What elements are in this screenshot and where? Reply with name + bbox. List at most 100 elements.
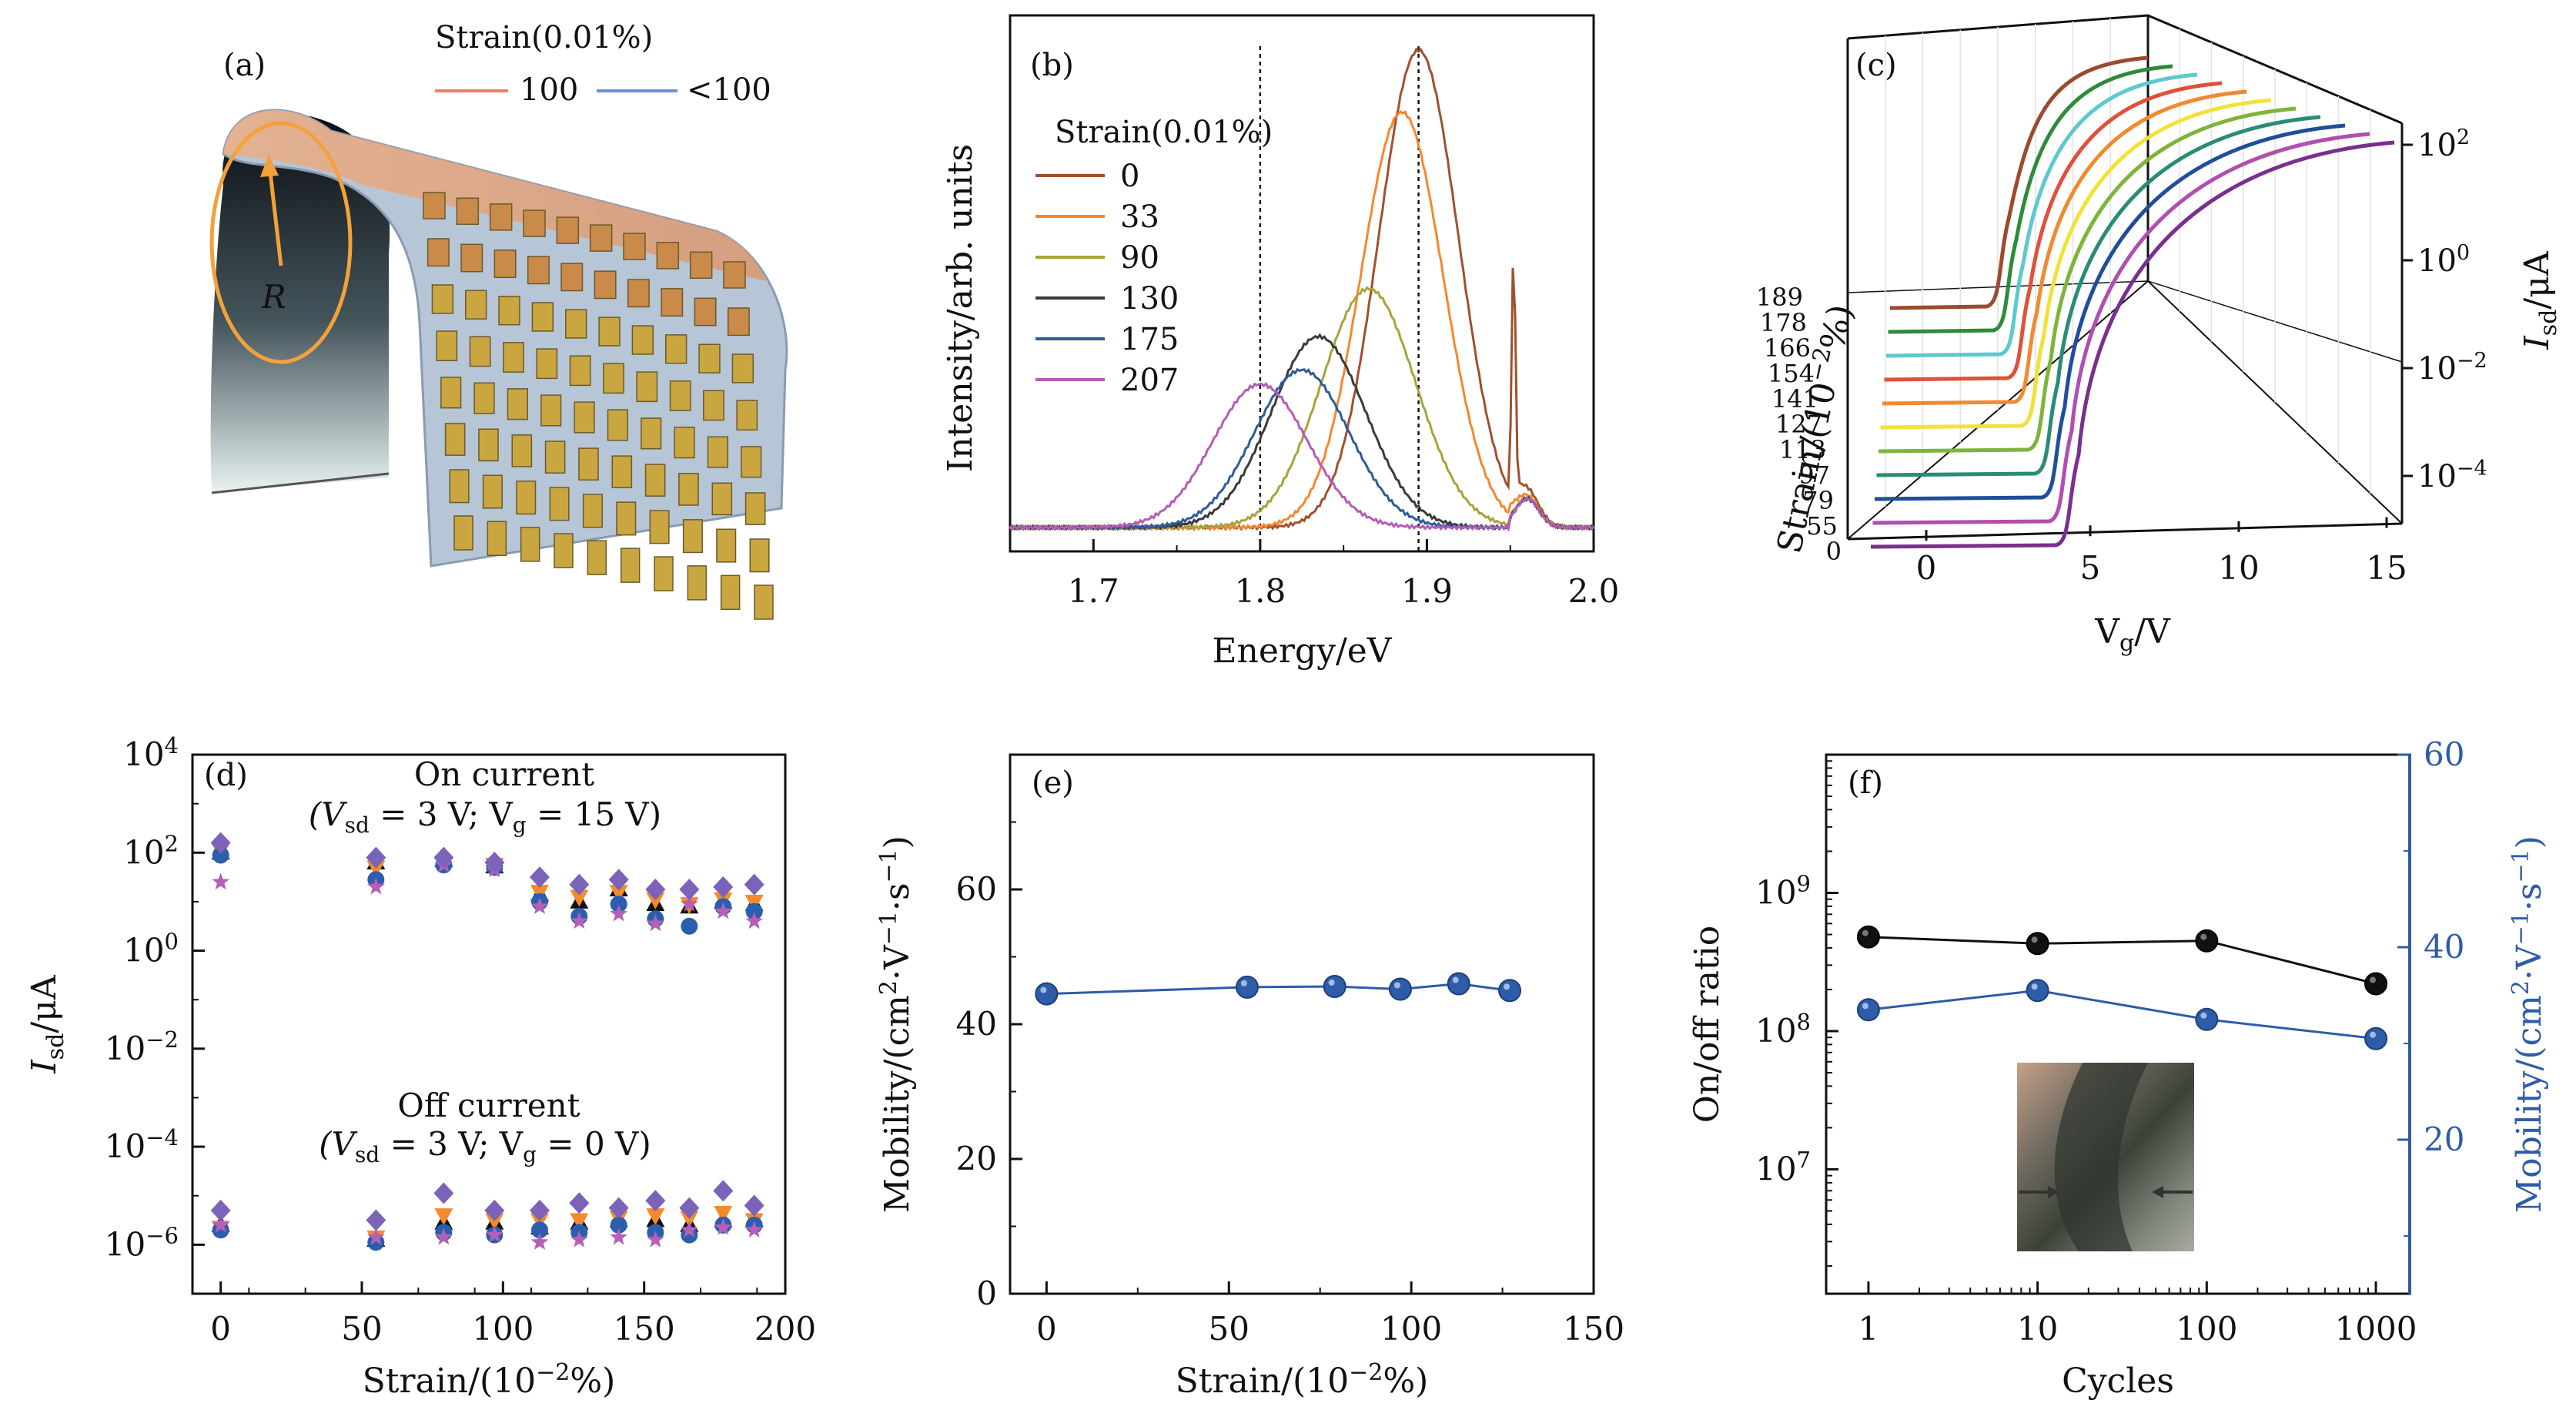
panel-d-y-tick-label: 10−2 — [105, 1027, 179, 1067]
panel-d: (d) On current (Vsd = 3 V; Vg = 15 V) Of… — [25, 732, 816, 1401]
transistor-pad — [578, 447, 599, 481]
transistor-pad — [560, 263, 584, 292]
data-point-off-magenta — [680, 1221, 698, 1238]
transistor-pad — [744, 492, 766, 525]
transfer-curve-113 — [1878, 106, 2297, 454]
transistor-pad — [565, 309, 587, 339]
panel-b-y-axis-label: Intensity/arb. units — [941, 144, 980, 472]
data-point-on-purple — [433, 846, 454, 869]
transistor-pad — [687, 565, 708, 601]
panel-c-z-axis-label: Isd/μA — [2517, 250, 2562, 350]
transistor-pad — [598, 316, 621, 347]
bending-radius-label: R — [261, 278, 286, 316]
transistor-array — [423, 192, 774, 620]
panel-f-right-y-tick-label: 20 — [2424, 1120, 2464, 1158]
panel-f-right-y-axis-label: Mobility/(cm2·V−1·s−1) — [2507, 836, 2549, 1213]
panel-b-legend-label: 207 — [1120, 363, 1179, 398]
onoff-ratio-line — [1868, 936, 2377, 985]
mobility-point — [1498, 979, 1522, 1003]
transistor-pad — [489, 203, 513, 231]
data-point-off-purple — [645, 1190, 666, 1212]
bending-radius-arrow — [267, 165, 283, 266]
panel-a-label: (a) — [223, 48, 266, 83]
panel-a-legend-label-lt100: <100 — [687, 72, 771, 108]
transistor-pad — [723, 261, 746, 289]
panel-b-x-tick-label: 1.8 — [1234, 572, 1286, 610]
data-point-on-purple — [679, 879, 700, 900]
panel-d-x-tick-label: 0 — [210, 1310, 231, 1348]
point-highlight — [2031, 936, 2038, 943]
mobility-line — [1046, 982, 1510, 996]
transistor-pad — [423, 192, 446, 219]
transistor-pad — [689, 251, 713, 280]
panel-d-label: (d) — [204, 758, 248, 793]
data-point-off-orange — [714, 1206, 733, 1223]
transistor-pad — [516, 481, 537, 515]
transistor-pad — [460, 243, 483, 273]
transistor-pad — [674, 427, 695, 459]
panel-c-isd-ticks: 102 100 10−2 10−4 — [2402, 126, 2487, 494]
transistor-pad — [431, 284, 454, 314]
panel-f-x-tick-label: 1 — [1858, 1310, 1879, 1348]
transistor-pad — [482, 474, 503, 509]
panel-d-y-tick-label: 10−4 — [105, 1124, 179, 1165]
transistor-pad — [644, 464, 666, 497]
panel-c-isd-tick-label: 10−4 — [2417, 457, 2487, 494]
mobility-point-highlight — [1393, 982, 1400, 989]
panel-f-left-y-tick-label: 108 — [1755, 1009, 1811, 1050]
onoff-ratio-point — [1856, 925, 1880, 949]
panel-e-y-tick-label: 20 — [956, 1140, 997, 1177]
panel-b-legend-title: Strain(0.01%) — [1055, 115, 1273, 150]
onoff-ratio-point — [2195, 929, 2219, 953]
panel-e-y-tick-label: 60 — [956, 870, 997, 908]
data-point-off-purple — [366, 1209, 386, 1231]
panel-c-vg-tick-label: 0 — [1916, 549, 1937, 587]
panel-d-ticks: 0 50 100 150 200 104 102 100 10−2 10−4 10−6 — [105, 732, 816, 1348]
transfer-curve-141 — [1882, 89, 2247, 406]
data-point-off-purple — [608, 1197, 629, 1219]
panel-d-frame — [191, 753, 787, 1295]
mobility-point — [1447, 972, 1470, 996]
transistor-pad — [665, 334, 687, 364]
panel-b-series — [1009, 47, 1595, 532]
transistor-pad — [623, 233, 646, 260]
data-point-off-purple — [433, 1182, 454, 1204]
data-point-off-magenta — [714, 1218, 732, 1235]
transistor-pad — [531, 302, 554, 332]
transistor-pad — [503, 342, 524, 373]
transistor-pad — [749, 538, 770, 573]
transistor-pad — [661, 288, 684, 317]
transistor-pad — [549, 487, 570, 521]
panel-c-isd-tick-label: 102 — [2417, 126, 2470, 163]
panel-c-vg-tick-label: 15 — [2366, 549, 2407, 587]
panel-e-x-axis-label: Strain/(10−2%) — [1176, 1359, 1429, 1401]
panel-c-box-mid-guide — [1847, 280, 2403, 363]
data-point-on-magenta — [646, 914, 664, 932]
mobility-point — [1035, 982, 1059, 1006]
data-point-on-purple — [713, 876, 734, 898]
panel-c-strain-tick-label: 141 — [1771, 384, 1818, 414]
data-point-off-magenta — [745, 1221, 764, 1238]
transistor-pad — [736, 400, 758, 431]
data-point-on-magenta — [610, 904, 628, 922]
transistor-pad — [493, 250, 517, 279]
panel-c-strain-tick-label: 154 — [1768, 359, 1815, 388]
panel-f-series — [1856, 925, 2388, 1050]
transfer-curve-189 — [1889, 55, 2149, 310]
spectrum-line-207 — [1009, 382, 1594, 532]
data-point-on-magenta — [570, 912, 588, 929]
panel-c-box — [1846, 14, 2404, 541]
panel-c-label: (c) — [1855, 48, 1897, 83]
transistor-pad — [427, 238, 450, 267]
transistor-pad — [440, 377, 462, 409]
cycle-mobility-point — [2195, 1007, 2219, 1031]
transistor-pad — [620, 548, 641, 583]
data-point-off-orange — [570, 1213, 589, 1231]
onoff-ratio-point — [2026, 932, 2049, 956]
transistor-pad — [716, 528, 737, 563]
panel-b-legend-label: 0 — [1120, 159, 1139, 194]
data-point-off-magenta — [212, 1215, 230, 1233]
bending-radius-arrowhead — [260, 154, 279, 177]
data-point-on-magenta — [680, 895, 698, 912]
panel-b-legend-label: 90 — [1120, 240, 1159, 276]
